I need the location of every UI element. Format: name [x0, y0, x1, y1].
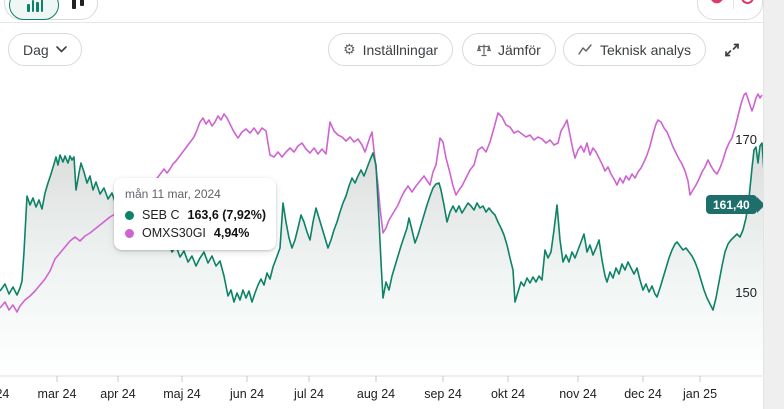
chart-tooltip: mån 11 mar, 2024 SEB C 163,6 (7,92%) OMX…: [114, 178, 276, 250]
tooltip-row-seb: SEB C 163,6 (7,92%): [125, 208, 267, 222]
x-axis-label: okt 24: [490, 387, 526, 401]
gear-icon: ⚙: [343, 41, 356, 58]
divider: [733, 0, 734, 9]
settings-label: Inställningar: [362, 41, 439, 58]
omxs30gi-line: [0, 92, 763, 313]
x-axis-label: maj 24: [163, 387, 201, 401]
x-axis-label: nov 24: [559, 387, 597, 401]
tooltip-date: mån 11 mar, 2024: [125, 187, 221, 201]
x-axis-label: aug 24: [356, 387, 396, 401]
settings-button[interactable]: ⚙ Inställningar: [328, 33, 454, 66]
y-axis-label: 170: [735, 132, 757, 147]
x-axis-label: dec 24: [624, 387, 662, 401]
tooltip-seb-value: 163,6 (7,92%): [187, 208, 267, 222]
x-axis-label: mar 24: [37, 387, 77, 401]
trend-line-icon: [578, 43, 592, 55]
scrollbar-gutter[interactable]: [763, 0, 784, 409]
balance-scale-icon: [477, 43, 491, 56]
interval-label: Dag: [23, 41, 49, 58]
tooltip-row-omx: OMXS30GI 4,94%: [125, 226, 265, 240]
expand-icon[interactable]: [722, 40, 742, 60]
x-axis-label: jun 24: [229, 387, 265, 401]
last-price-badge: 161,40: [706, 195, 765, 214]
x-axis-label: apr 24: [100, 387, 136, 401]
x-axis-label: feb 24: [0, 387, 10, 401]
x-axis-label: jan 25: [682, 387, 718, 401]
y-axis-label: 150: [735, 285, 757, 300]
tooltip-seb-name: SEB C: [142, 208, 180, 222]
interval-dropdown[interactable]: Dag: [8, 33, 82, 66]
technical-analysis-label: Teknisk analys: [600, 41, 692, 58]
omx-series-dot: [125, 228, 134, 238]
tooltip-omx-value: 4,94%: [213, 226, 250, 240]
tooltip-omx-name: OMXS30GI: [142, 226, 206, 240]
x-axis-label: jul 24: [294, 387, 324, 401]
toolbar-divider: [0, 22, 763, 23]
seb-area-fill: [0, 143, 766, 376]
technical-analysis-button[interactable]: Teknisk analys: [563, 33, 707, 66]
chevron-down-icon: [55, 46, 67, 53]
bar-chart-icon: [27, 0, 43, 12]
candlestick-icon[interactable]: [69, 0, 89, 9]
compare-label: Jämför: [498, 41, 541, 58]
seb-series-dot: [125, 210, 134, 220]
compare-button[interactable]: Jämför: [462, 33, 556, 66]
x-axis-label: sep 24: [424, 387, 462, 401]
chart-type-segmented-control[interactable]: [4, 0, 98, 20]
